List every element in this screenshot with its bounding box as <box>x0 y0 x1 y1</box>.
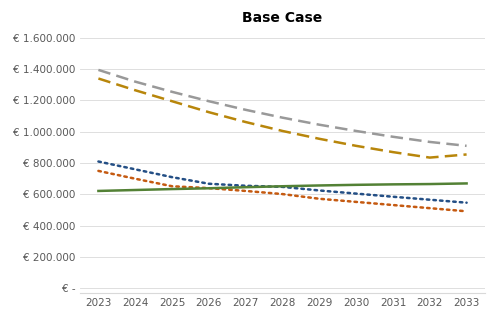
Title: Base Case: Base Case <box>242 11 322 25</box>
